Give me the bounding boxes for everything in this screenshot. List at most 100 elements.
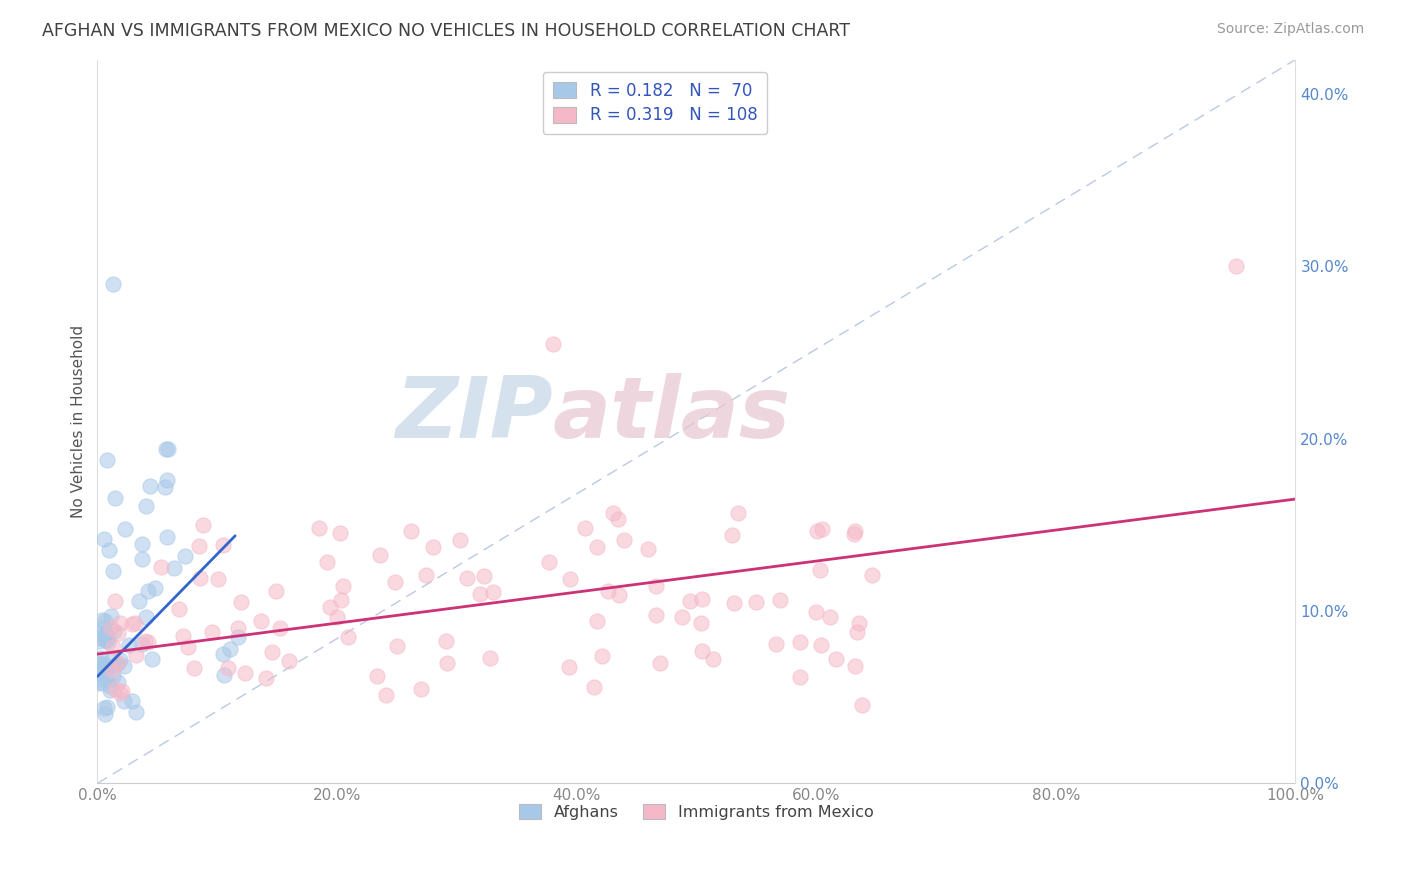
Point [558, 659, 581, 673]
Point [107, 626, 129, 640]
Point [537, 555, 560, 569]
Point [103, 624, 125, 639]
Point [411, 682, 433, 697]
Point [149, 560, 172, 574]
Point [101, 669, 124, 683]
Point [131, 551, 153, 566]
Point [613, 533, 636, 547]
Point [188, 540, 211, 554]
Point [135, 609, 157, 624]
Point [690, 591, 713, 606]
Point [107, 656, 129, 670]
Point [368, 548, 391, 562]
Point [112, 694, 135, 708]
Point [254, 671, 277, 685]
Point [366, 669, 388, 683]
Point [219, 642, 242, 657]
Point [211, 647, 233, 661]
Point [422, 540, 444, 554]
Point [648, 657, 671, 671]
Point [637, 541, 659, 556]
Point [114, 522, 136, 536]
Point [811, 522, 834, 536]
Point [103, 640, 125, 655]
Point [586, 614, 609, 628]
Point [769, 592, 792, 607]
Point [97, 542, 120, 557]
Point [541, 337, 564, 351]
Point [233, 665, 256, 680]
Point [94, 627, 117, 641]
Point [212, 667, 235, 681]
Point [789, 670, 811, 684]
Point [93, 621, 115, 635]
Point [96, 627, 118, 641]
Point [690, 616, 713, 631]
Point [679, 594, 702, 608]
Point [91, 614, 114, 628]
Point [558, 572, 581, 586]
Point [108, 686, 131, 700]
Point [806, 605, 828, 619]
Point [101, 663, 124, 677]
Point [329, 593, 352, 607]
Point [690, 644, 713, 658]
Point [449, 533, 471, 547]
Point [114, 658, 136, 673]
Point [174, 549, 197, 564]
Point [155, 480, 177, 494]
Point [111, 683, 134, 698]
Point [765, 637, 787, 651]
Point [818, 610, 841, 624]
Point [336, 630, 359, 644]
Point [131, 537, 153, 551]
Point [308, 521, 330, 535]
Point [96, 453, 118, 467]
Point [399, 524, 422, 539]
Point [93, 532, 115, 546]
Point [94, 664, 117, 678]
Point [98, 683, 121, 698]
Point [110, 653, 132, 667]
Point [602, 506, 624, 520]
Point [721, 528, 744, 542]
Point [806, 524, 828, 539]
Point [415, 568, 437, 582]
Point [94, 707, 117, 722]
Point [824, 651, 846, 665]
Point [124, 616, 146, 631]
Point [156, 442, 179, 456]
Point [848, 616, 870, 631]
Point [226, 621, 249, 635]
Point [143, 581, 166, 595]
Point [121, 617, 143, 632]
Point [156, 530, 179, 544]
Point [98, 679, 121, 693]
Point [141, 652, 163, 666]
Point [101, 653, 124, 667]
Point [89, 665, 111, 679]
Point [226, 631, 249, 645]
Point [124, 648, 146, 663]
Y-axis label: No Vehicles in Household: No Vehicles in Household [72, 325, 86, 518]
Point [201, 624, 224, 639]
Point [87, 675, 110, 690]
Point [97, 630, 120, 644]
Point [89, 672, 111, 686]
Point [727, 506, 749, 520]
Point [96, 700, 118, 714]
Point [139, 478, 162, 492]
Point [264, 583, 287, 598]
Point [91, 676, 114, 690]
Point [645, 607, 668, 622]
Point [434, 633, 457, 648]
Point [177, 640, 200, 654]
Point [851, 698, 873, 713]
Point [121, 694, 143, 708]
Point [1225, 260, 1247, 274]
Point [87, 627, 110, 641]
Point [332, 579, 354, 593]
Point [93, 700, 115, 714]
Point [319, 600, 342, 615]
Point [183, 660, 205, 674]
